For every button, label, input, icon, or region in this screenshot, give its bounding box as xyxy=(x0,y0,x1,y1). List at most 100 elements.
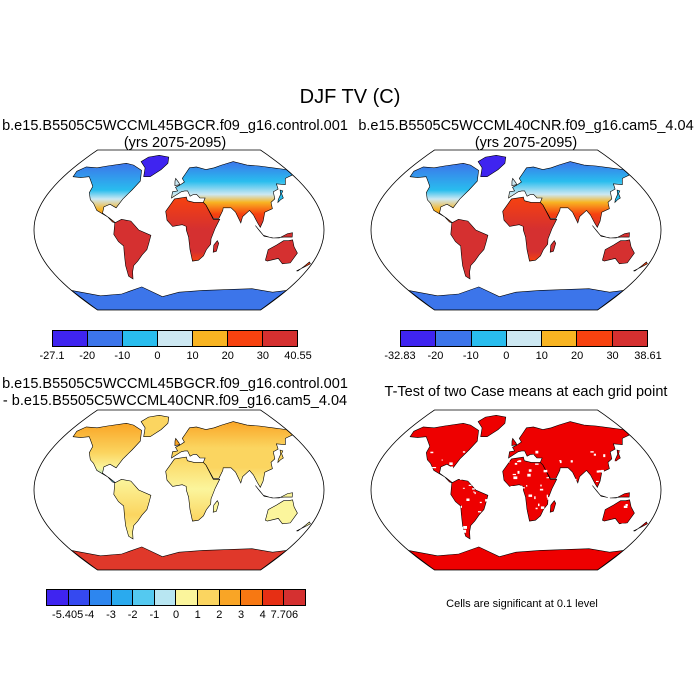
panel-3-title-line2: - b.e15.B5505C5WCCML40CNR.f09_g16.cam5_4… xyxy=(2,393,348,409)
landmass-antarctica xyxy=(71,286,288,310)
colorbar-swatch xyxy=(111,590,134,605)
colorbar-tick-label: -4 xyxy=(84,609,95,621)
landmass-uk xyxy=(174,177,181,186)
panel-1-colorbar: -27.1 -20 -10 0 10 20 30 40.55 xyxy=(39,330,312,364)
landmass-newZealand xyxy=(633,261,648,272)
colorbar-tick-label: -10 xyxy=(114,350,131,362)
colorbar-tick-label: 0 xyxy=(154,350,161,362)
colorbar-tick-label: 40.55 xyxy=(284,350,312,362)
landmass-uk xyxy=(511,437,518,446)
landmass-japan xyxy=(277,189,284,204)
colorbar-swatch xyxy=(88,331,123,346)
colorbar-tick-label: 7.706 xyxy=(270,609,299,621)
colorbar-swatch xyxy=(577,331,613,346)
colorbar-swatch xyxy=(471,331,507,346)
landmass-southAmerica xyxy=(450,218,489,280)
panel-3-colorbar: -5.405 -4 -3 -2 -1 0 1 2 3 4 7.706 xyxy=(46,589,306,623)
colorbar-swatch xyxy=(176,590,199,605)
colorbar-tick-label: -10 xyxy=(462,350,479,362)
landmass-japan xyxy=(277,449,284,464)
colorbar-swatch xyxy=(154,590,177,605)
colorbar-tick-label: -5.405 xyxy=(52,609,84,621)
landmass-antarctica xyxy=(71,546,288,570)
panel-1-title-line2: (yrs 2075-2095) xyxy=(123,135,227,151)
panel-1-title: b.e15.B5505C5WCCML45BGCR.f09_g16.control… xyxy=(0,118,350,152)
colorbar-tick-label: 0 xyxy=(503,350,510,362)
landmass-eurasia xyxy=(508,161,631,228)
landmass-eurasia xyxy=(171,421,294,488)
map-outline xyxy=(33,409,325,571)
panel-3-map xyxy=(33,409,325,571)
landmass-australia xyxy=(265,499,298,525)
significance-note: Cells are significant at 0.1 level xyxy=(446,598,598,610)
colorbar-tick-label: -20 xyxy=(427,350,444,362)
colorbar-swatch xyxy=(241,590,263,605)
panel-3-title: b.e15.B5505C5WCCML45BGCR.f09_g16.control… xyxy=(0,376,350,410)
landmass-newZealand xyxy=(296,261,311,272)
landmass-newZealand xyxy=(633,521,648,532)
panel-2-map xyxy=(370,149,662,311)
landmass-uk xyxy=(174,437,181,446)
landmass-antarctica xyxy=(408,546,625,570)
colorbar-swatch xyxy=(53,331,88,346)
colorbar-tick-label: -32.83 xyxy=(384,350,416,362)
colorbar-swatch xyxy=(193,331,228,346)
colorbar-tick-label: -27.1 xyxy=(39,350,65,362)
panel-1-map xyxy=(33,149,325,311)
landmass-madagascar xyxy=(212,240,220,253)
colorbar-swatch xyxy=(542,331,578,346)
landmass-eurasia xyxy=(171,161,294,228)
landmass-africa xyxy=(502,456,558,522)
colorbar-tick-label: -3 xyxy=(106,609,116,621)
panel-2-title: b.e15.B5505C5WCCML40CNR.f09_g16.cam5_4.0… xyxy=(352,118,700,152)
panel-3-title-line1: b.e15.B5505C5WCCML45BGCR.f09_g16.control… xyxy=(2,376,348,392)
landmass-southAmerica xyxy=(113,478,152,540)
colorbar-swatch xyxy=(506,331,543,346)
landmass-australia xyxy=(265,239,298,265)
colorbar-swatch xyxy=(263,331,297,346)
landmass-uk xyxy=(511,177,518,186)
colorbar-tick-label: -2 xyxy=(127,609,138,621)
landmass-africa xyxy=(502,196,558,262)
colorbar-tick-label: 30 xyxy=(256,350,269,362)
colorbar-swatch xyxy=(228,331,263,346)
panel-4-map xyxy=(370,409,662,571)
colorbar-tick-label: 1 xyxy=(194,609,201,621)
panel-2-title-line2: (yrs 2075-2095) xyxy=(474,135,578,151)
world-map-svg xyxy=(33,149,325,311)
colorbar-swatch xyxy=(158,331,193,346)
world-map-svg xyxy=(370,149,662,311)
landmass-antarctica xyxy=(408,286,625,310)
colorbar-swatch xyxy=(198,590,220,605)
colorbar-tick-label: 30 xyxy=(606,350,619,362)
colorbar-swatch xyxy=(68,590,91,605)
landmass-indonesia xyxy=(592,225,630,239)
world-map-svg xyxy=(33,409,325,571)
colorbar-swatch xyxy=(219,590,242,605)
landmass-northAmerica xyxy=(72,422,142,484)
panel-4-title-line1: T-Test of two Case means at each grid po… xyxy=(384,384,668,400)
landmass-northAmerica xyxy=(409,162,479,224)
colorbar-swatch xyxy=(401,331,437,346)
map-outline xyxy=(370,409,662,571)
colorbar-tick-label: 20 xyxy=(221,350,234,362)
colorbar-tick-label: 2 xyxy=(216,609,223,621)
landmass-australia xyxy=(602,499,635,525)
figure-title: DJF TV (C) xyxy=(299,86,401,108)
landmass-southAmerica xyxy=(113,218,152,280)
panel-2-title-line1: b.e15.B5505C5WCCML40CNR.f09_g16.cam5_4.0… xyxy=(358,118,694,134)
landmass-southAmerica xyxy=(450,478,489,540)
landmass-africa xyxy=(165,456,221,522)
landmass-northAmerica xyxy=(409,422,479,484)
landmass-indonesia xyxy=(255,225,293,239)
panel-1-title-line1: b.e15.B5505C5WCCML45BGCR.f09_g16.control… xyxy=(2,118,348,134)
landmass-japan xyxy=(614,189,621,204)
colorbar-tick-label: 38.61 xyxy=(634,350,662,362)
panel-2-colorbar: -32.83 -20 -10 0 10 20 30 38.61 xyxy=(384,330,662,364)
panel-4-title: T-Test of two Case means at each grid po… xyxy=(352,384,700,401)
colorbar-tick-label: 20 xyxy=(571,350,584,362)
map-outline xyxy=(33,149,325,311)
landmass-indonesia xyxy=(592,485,630,499)
world-map-svg xyxy=(370,409,662,571)
landmass-madagascar xyxy=(549,240,557,253)
